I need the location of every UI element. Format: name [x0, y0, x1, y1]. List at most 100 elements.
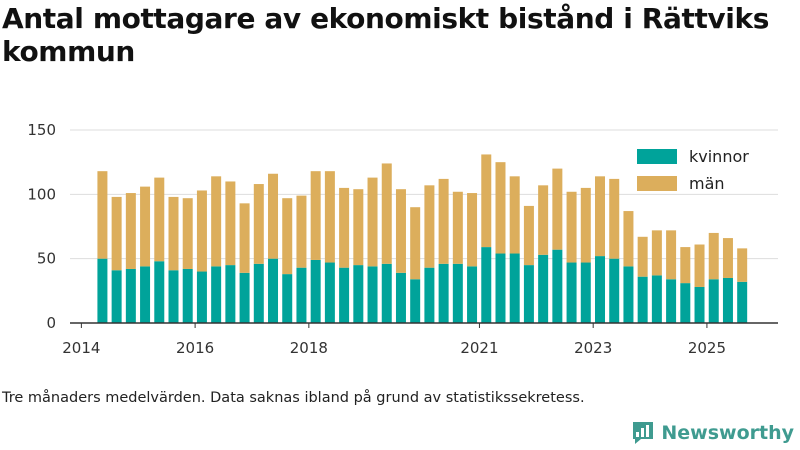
bar-kvinnor	[410, 279, 421, 323]
legend-swatch-man	[637, 176, 677, 191]
footnote: Tre månaders medelvärden. Data saknas ib…	[2, 390, 585, 406]
bar-kvinnor	[438, 263, 449, 323]
bar-man	[666, 230, 677, 280]
bar-kvinnor	[580, 262, 591, 323]
bar-man	[253, 184, 264, 264]
bar-man	[495, 162, 506, 254]
bar-man	[623, 211, 634, 267]
brand-name: Newsworthy	[661, 422, 794, 444]
bar-kvinnor	[467, 266, 478, 323]
bar-kvinnor	[395, 272, 406, 323]
bar-man	[268, 173, 279, 259]
bar-kvinnor	[268, 258, 279, 323]
y-tick-label: 150	[27, 121, 56, 139]
bar-kvinnor	[111, 270, 122, 323]
bar-man	[324, 171, 335, 263]
bar-man	[694, 244, 705, 287]
legend-label-kvinnor: kvinnor	[689, 147, 749, 166]
bar-kvinnor	[495, 253, 506, 323]
bar-kvinnor	[424, 267, 435, 323]
newsworthy-logo-icon	[633, 422, 654, 444]
x-tick-label: 2021	[460, 339, 498, 357]
bar-man	[637, 236, 648, 277]
bar-man	[282, 198, 293, 275]
bar-man	[609, 178, 620, 259]
brand-logo[interactable]: Newsworthy	[631, 420, 794, 446]
bar-kvinnor	[623, 266, 634, 323]
bar-kvinnor	[708, 279, 719, 323]
legend-swatch-kvinnor	[637, 149, 677, 164]
bar-kvinnor	[168, 270, 179, 323]
x-tick-label: 2018	[290, 339, 328, 357]
bar-kvinnor	[722, 277, 733, 323]
bar-kvinnor	[125, 268, 136, 323]
bars	[97, 154, 748, 323]
bar-kvinnor	[339, 267, 350, 323]
bar-kvinnor	[225, 265, 236, 323]
bar-kvinnor	[481, 247, 492, 323]
bar-kvinnor	[196, 271, 207, 323]
x-tick-label: 2025	[688, 339, 726, 357]
bar-man	[168, 196, 179, 271]
bar-man	[737, 248, 748, 282]
bar-kvinnor	[666, 279, 677, 323]
bar-man	[523, 205, 534, 266]
bar-kvinnor	[566, 262, 577, 323]
bar-man	[708, 232, 719, 280]
bar-kvinnor	[97, 258, 108, 323]
bar-kvinnor	[381, 263, 392, 323]
y-tick-label: 100	[27, 185, 56, 203]
bar-kvinnor	[211, 266, 222, 323]
bar-kvinnor	[609, 258, 620, 323]
bar-man	[395, 189, 406, 273]
bar-kvinnor	[353, 265, 364, 323]
stacked-bar-chart: 0 50 100 150 2014 2016 2018 2021 2023 2025 kvinno…	[27, 121, 778, 357]
x-tick-label: 2023	[574, 339, 612, 357]
bar-man	[125, 193, 136, 269]
bar-kvinnor	[737, 281, 748, 323]
bar-man	[367, 177, 378, 267]
bar-man	[310, 171, 321, 260]
bar-kvinnor	[282, 274, 293, 323]
bar-kvinnor	[367, 266, 378, 323]
bar-man	[509, 176, 520, 254]
bar-man	[196, 190, 207, 272]
x-tick-label: 2016	[176, 339, 214, 357]
bar-kvinnor	[523, 265, 534, 323]
bar-kvinnor	[239, 272, 250, 323]
bar-man	[452, 191, 463, 264]
bar-man	[481, 154, 492, 248]
y-tick-label: 0	[46, 314, 56, 332]
legend-label-man: män	[689, 174, 725, 193]
bar-man	[211, 176, 222, 267]
bar-man	[580, 187, 591, 263]
bar-man	[239, 203, 250, 273]
x-tick-label: 2014	[62, 339, 100, 357]
bar-man	[339, 187, 350, 268]
chart-title: Antal mottagare av ekonomiskt bistånd i …	[2, 2, 769, 68]
bar-kvinnor	[253, 263, 264, 323]
bar-kvinnor	[694, 286, 705, 323]
bar-kvinnor	[509, 253, 520, 323]
bar-man	[111, 196, 122, 271]
bar-man	[438, 178, 449, 264]
bar-man	[680, 247, 691, 284]
axes: 0 50 100 150 2014 2016 2018 2021 2023 2025	[27, 121, 778, 357]
bar-kvinnor	[595, 256, 606, 323]
bar-kvinnor	[680, 283, 691, 323]
bar-man	[182, 198, 193, 269]
bar-man	[566, 191, 577, 263]
bar-kvinnor	[296, 267, 307, 323]
bar-kvinnor	[140, 266, 151, 323]
bar-man	[353, 189, 364, 266]
bar-man	[595, 176, 606, 257]
bar-kvinnor	[651, 275, 662, 323]
bar-man	[225, 181, 236, 266]
bar-kvinnor	[182, 268, 193, 323]
bar-man	[722, 238, 733, 278]
bar-kvinnor	[452, 263, 463, 323]
bar-kvinnor	[538, 254, 549, 323]
y-tick-label: 50	[37, 250, 56, 268]
bar-kvinnor	[154, 261, 165, 323]
bar-man	[154, 177, 165, 262]
